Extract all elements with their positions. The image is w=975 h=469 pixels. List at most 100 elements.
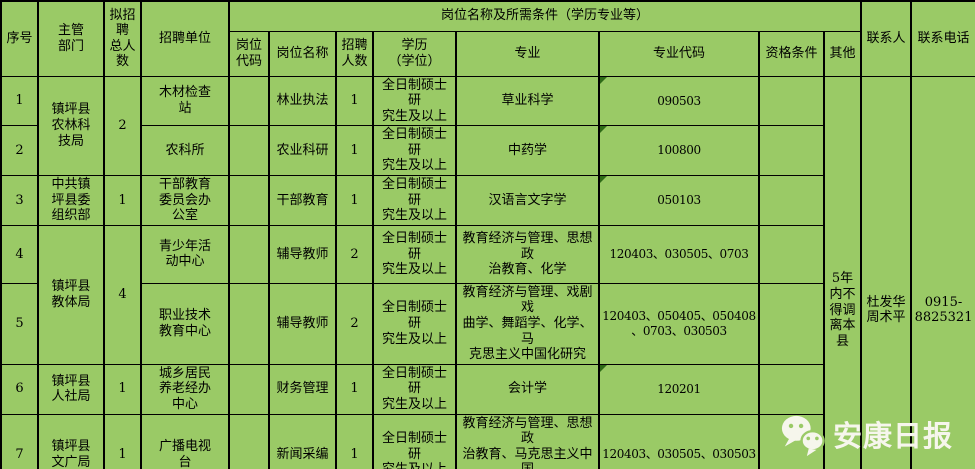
header-dept: 主管 部门 <box>37 0 105 77</box>
header-serial: 序号 <box>0 0 39 77</box>
major-code-text: 100800 <box>657 143 701 158</box>
cell-total: 1 <box>103 175 142 226</box>
cell-qualification <box>758 363 825 415</box>
header-qualification: 资格条件 <box>758 30 825 77</box>
header-phone: 联系电话 <box>910 0 975 77</box>
cell-count: 1 <box>335 75 374 127</box>
cell-count: 1 <box>335 175 374 226</box>
cell-other-merged: 5年 内不 得调 离本 县 <box>822 75 863 469</box>
cell-post-code <box>228 413 270 469</box>
cell-serial: 1 <box>0 75 39 127</box>
cell-count: 1 <box>335 125 374 177</box>
cell-corner-marker <box>601 176 607 184</box>
cell-major: 会计学 <box>455 363 600 415</box>
cell-dept: 镇坪县 教体局 <box>37 224 105 365</box>
cell-corner-marker <box>601 365 607 372</box>
cell-qualification <box>758 75 825 127</box>
cell-unit: 青少年活 动中心 <box>140 224 230 284</box>
cell-degree: 全日制硕士研 究生及以上 <box>372 75 457 127</box>
cell-major-code: 120403、030505、0703 <box>598 224 760 284</box>
cell-major: 中药学 <box>455 125 600 177</box>
cell-qualification <box>758 125 825 177</box>
cell-post-name: 辅导教师 <box>268 282 337 365</box>
cell-post-name: 林业执法 <box>268 75 337 127</box>
header-major: 专业 <box>455 30 600 77</box>
major-code-text: 120403、030505、030503 <box>602 447 756 462</box>
cell-serial: 5 <box>0 282 39 365</box>
cell-major-code: 050103 <box>598 175 760 226</box>
header-row-2: 岗位 代码 岗位名称 招聘 人数 学历 （学位） 专业 专业代码 资格条件 其他 <box>1 30 975 77</box>
cell-unit: 职业技术 教育中心 <box>140 282 230 365</box>
header-post-code: 岗位 代码 <box>228 30 270 77</box>
cell-total: 2 <box>103 75 142 177</box>
table-title: 岗位名称及所需条件（学历专业等） <box>227 0 863 32</box>
header-other: 其他 <box>822 30 863 77</box>
table-row: 1 镇坪县 农林科 技局 2 木材检查 站 林业执法 1 全日制硕士研 究生及以… <box>0 75 975 469</box>
cell-post-code <box>228 125 270 177</box>
cell-total: 4 <box>103 224 142 365</box>
table-row: 5 职业技术 教育中心 辅导教师 2 全日制硕士研 究生及以上 教育经济与管理、… <box>0 282 975 365</box>
major-code-text: 120403、050405、050408 、0703、030503 <box>602 309 756 338</box>
table-row: 4 镇坪县 教体局 4 青少年活 动中心 辅导教师 2 全日制硕士研 究生及以上… <box>0 224 975 365</box>
cell-major-code: 090503 <box>598 75 760 127</box>
cell-major: 草业科学 <box>455 75 600 127</box>
cell-major: 教育经济与管理、思想政 治教育、化学 <box>455 224 600 284</box>
cell-post-name: 农业科研 <box>268 125 337 177</box>
cell-degree: 全日制硕士研 究生及以上 <box>372 224 457 284</box>
cell-post-code <box>228 224 270 284</box>
cell-degree: 全日制硕士研 究生及以上 <box>372 363 457 415</box>
cell-dept: 中共镇 坪县委 组织部 <box>37 175 105 226</box>
cell-unit: 木材检查 站 <box>140 75 230 127</box>
cell-major: 教育经济与管理、戏剧戏 曲学、舞蹈学、化学、马 克思主义中国化研究 <box>455 282 600 365</box>
cell-degree: 全日制硕士研 究生及以上 <box>372 282 457 365</box>
major-code-text: 090503 <box>657 93 701 108</box>
table-row: 7 镇坪县 文广局 1 广播电视 台 新闻采编 1 全日制硕士研 究生及以上 教… <box>0 413 975 469</box>
cell-corner-marker <box>601 76 607 84</box>
cell-degree: 全日制硕士研 究生及以上 <box>372 175 457 226</box>
table-row: 6 镇坪县 人社局 1 城乡居民 养老经办 中心 财务管理 1 全日制硕士研 究… <box>0 363 975 415</box>
header-count: 招聘 人数 <box>335 30 374 77</box>
header-contact: 联系人 <box>860 0 913 77</box>
header-degree: 学历 （学位） <box>372 30 457 77</box>
cell-major-code: 120403、050405、050408 、0703、030503 <box>598 282 760 365</box>
cell-qualification <box>758 413 825 469</box>
cell-qualification <box>758 282 825 365</box>
cell-serial: 7 <box>0 413 39 469</box>
cell-serial: 3 <box>0 175 39 226</box>
major-code-text: 050103 <box>657 193 701 208</box>
cell-serial: 2 <box>0 125 39 177</box>
header-major-code: 专业代码 <box>598 30 760 77</box>
cell-major-code: 120403、030505、030503 <box>598 413 760 469</box>
cell-dept: 镇坪县 人社局 <box>37 363 105 415</box>
cell-dept: 镇坪县 农林科 技局 <box>37 75 105 177</box>
cell-post-code <box>228 282 270 365</box>
cell-count: 2 <box>335 224 374 284</box>
cell-count: 2 <box>335 282 374 365</box>
cell-total: 1 <box>103 363 142 415</box>
cell-serial: 4 <box>0 224 39 284</box>
header-post-name: 岗位名称 <box>268 30 337 77</box>
cell-post-name: 新闻采编 <box>268 413 337 469</box>
cell-total: 1 <box>103 413 142 469</box>
header-row-1: 序号 主管 部门 拟招聘 总人数 招聘单位 岗位名称及所需条件（学历专业等） 联… <box>0 0 975 77</box>
cell-unit: 广播电视 台 <box>140 413 230 469</box>
cell-major-code: 120201 <box>598 363 760 415</box>
cell-post-code <box>228 75 270 127</box>
cell-degree: 全日制硕士研 究生及以上 <box>372 125 457 177</box>
cell-qualification <box>758 175 825 226</box>
cell-count: 1 <box>335 413 374 469</box>
cell-post-name: 财务管理 <box>268 363 337 415</box>
cell-qualification <box>758 224 825 284</box>
cell-unit: 干部教育 委员会办 公室 <box>140 175 230 226</box>
header-total: 拟招聘 总人数 <box>103 0 142 77</box>
cell-major-code: 100800 <box>598 125 760 177</box>
cell-degree: 全日制硕士研 究生及以上 <box>372 413 457 469</box>
cell-dept: 镇坪县 文广局 <box>37 413 105 469</box>
major-code-text: 120201 <box>657 382 701 396</box>
cell-unit: 农科所 <box>140 125 230 177</box>
header-unit: 招聘单位 <box>140 0 230 77</box>
cell-unit: 城乡居民 养老经办 中心 <box>140 363 230 415</box>
cell-major: 汉语言文字学 <box>455 175 600 226</box>
